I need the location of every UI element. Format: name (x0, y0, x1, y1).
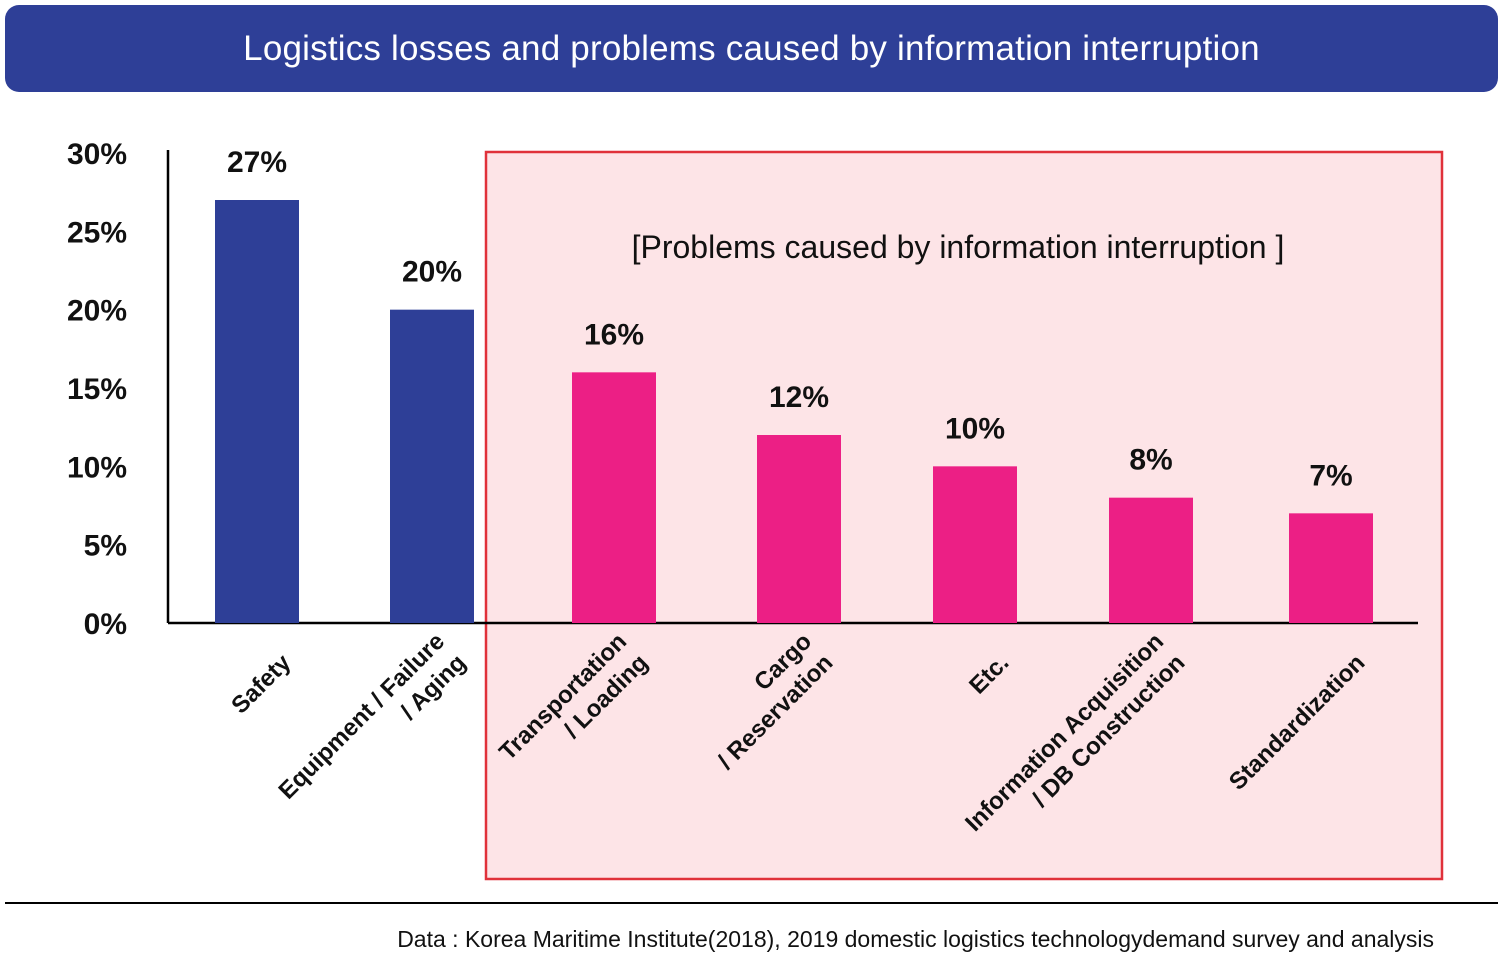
data-label: 8% (1129, 444, 1172, 477)
bar (757, 435, 841, 623)
data-label: 12% (769, 381, 829, 414)
data-label: 10% (945, 412, 1005, 445)
footer-divider (5, 902, 1498, 904)
y-tick-label: 25% (67, 216, 127, 249)
x-tick-label-line: Safety (226, 649, 296, 719)
highlight-label: [Problems caused by information interrup… (632, 229, 1285, 265)
title-banner: Logistics losses and problems caused by … (5, 5, 1498, 92)
bar (933, 466, 1017, 623)
data-label: 20% (402, 256, 462, 289)
bar (1289, 513, 1373, 623)
x-tick-label: Safety (226, 649, 296, 719)
y-tick-label: 15% (67, 373, 127, 406)
y-tick-label: 20% (67, 295, 127, 328)
bar (1109, 497, 1193, 623)
bar (215, 200, 299, 623)
y-tick-label: 30% (67, 138, 127, 171)
y-tick-label: 10% (67, 451, 127, 484)
bar (390, 309, 474, 623)
chart-title: Logistics losses and problems caused by … (243, 28, 1260, 68)
source-note: Data : Korea Maritime Institute(2018), 2… (397, 926, 1434, 952)
x-tick-label-line: Equipment / Failure (274, 628, 451, 805)
data-label: 27% (227, 146, 287, 179)
data-label: 7% (1309, 459, 1352, 492)
y-tick-label: 0% (84, 608, 127, 641)
y-tick-label: 5% (84, 530, 127, 563)
bar (572, 372, 656, 623)
x-tick-label: Equipment / Failure/ Aging (274, 628, 472, 805)
data-label: 16% (584, 318, 644, 351)
